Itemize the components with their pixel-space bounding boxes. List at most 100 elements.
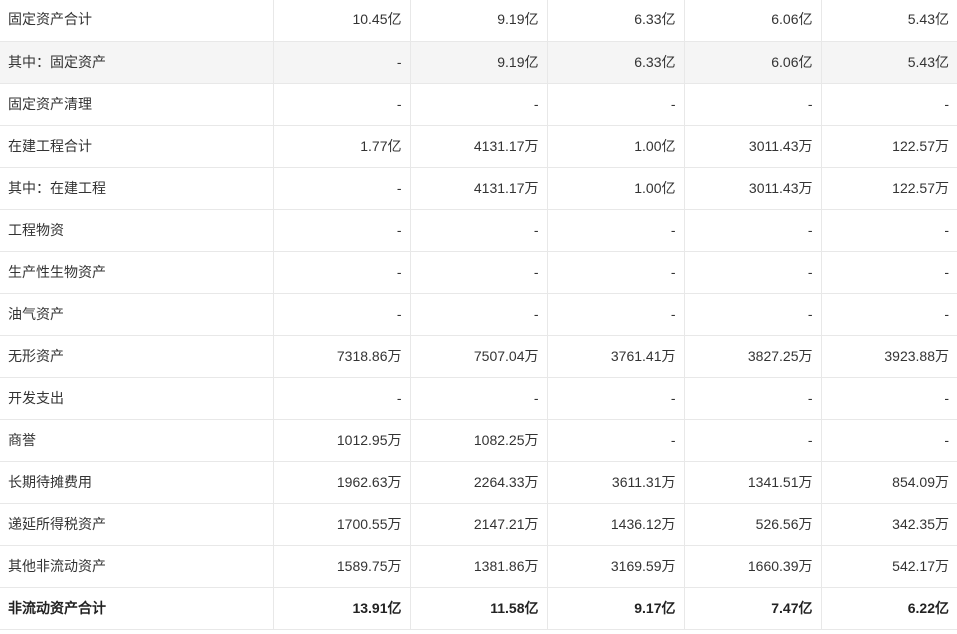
value-cell: 6.33亿 xyxy=(547,41,685,84)
value-cell: - xyxy=(547,83,685,126)
value-cell: - xyxy=(821,83,957,126)
value-cell: 11.58亿 xyxy=(410,587,548,630)
table-row: 递延所得税资产 1700.55万 2147.21万 1436.12万 526.56万 34… xyxy=(0,503,957,546)
value-cell: 3169.59万 xyxy=(547,545,685,588)
value-cell: - xyxy=(273,41,411,84)
value-cell: 122.57万 xyxy=(821,167,957,210)
row-label: 固定资产清理 xyxy=(0,83,274,126)
value-cell: 7.47亿 xyxy=(684,587,822,630)
value-cell: 1660.39万 xyxy=(684,545,822,588)
value-cell: - xyxy=(684,293,822,336)
value-cell: 1082.25万 xyxy=(410,419,548,462)
value-cell: 9.17亿 xyxy=(547,587,685,630)
value-cell: - xyxy=(547,293,685,336)
table-row: 固定资产清理 - - - - - xyxy=(0,83,957,126)
value-cell: 854.09万 xyxy=(821,461,957,504)
row-label: 油气资产 xyxy=(0,293,274,336)
value-cell: 6.33亿 xyxy=(547,0,685,42)
value-cell: - xyxy=(410,209,548,252)
value-cell: 5.43亿 xyxy=(821,0,957,42)
table-row: 其中：在建工程 -4131.17万 1.00亿 3011.43万 122.57万 xyxy=(0,167,957,210)
row-label: 其中：在建工程 xyxy=(0,167,274,210)
value-cell: - xyxy=(821,419,957,462)
value-cell: 10.45亿 xyxy=(273,0,411,42)
value-cell: 1012.95万 xyxy=(273,419,411,462)
value-cell: 3827.25万 xyxy=(684,335,822,378)
value-cell: 3923.88万 xyxy=(821,335,957,378)
value-cell: - xyxy=(410,293,548,336)
value-cell: 1962.63万 xyxy=(273,461,411,504)
value-cell: 9.19亿 xyxy=(410,0,548,42)
value-cell: 6.22亿 xyxy=(821,587,957,630)
value-cell: 4131.17万 xyxy=(410,125,548,168)
value-cell: - xyxy=(273,251,411,294)
value-cell: 5.43亿 xyxy=(821,41,957,84)
row-label: 无形资产 xyxy=(0,335,274,378)
value-cell: 1381.86万 xyxy=(410,545,548,588)
value-cell: 6.06亿 xyxy=(684,0,822,42)
row-label: 固定资产合计 xyxy=(0,0,274,42)
value-cell: 1.77亿 xyxy=(273,125,411,168)
value-cell: 6.06亿 xyxy=(684,41,822,84)
value-cell: - xyxy=(547,251,685,294)
value-cell: 9.19亿 xyxy=(410,41,548,84)
value-cell: 526.56万 xyxy=(684,503,822,546)
table-row: 开发支出 - - - - - xyxy=(0,377,957,420)
value-cell: 3011.43万 xyxy=(684,125,822,168)
table-row: 非流动资产合计 13.91亿 11.58亿 9.17亿 7.47亿 6.22亿 xyxy=(0,587,957,630)
value-cell: - xyxy=(410,377,548,420)
value-cell: 7318.86万 xyxy=(273,335,411,378)
row-label: 工程物资 xyxy=(0,209,274,252)
value-cell: 1700.55万 xyxy=(273,503,411,546)
row-label: 开发支出 xyxy=(0,377,274,420)
value-cell: - xyxy=(821,209,957,252)
row-label: 商誉 xyxy=(0,419,274,462)
value-cell: 2264.33万 xyxy=(410,461,548,504)
row-label: 生产性生物资产 xyxy=(0,251,274,294)
value-cell: 1589.75万 xyxy=(273,545,411,588)
value-cell: 122.57万 xyxy=(821,125,957,168)
row-label: 其中：固定资产 xyxy=(0,41,274,84)
value-cell: 3761.41万 xyxy=(547,335,685,378)
value-cell: - xyxy=(410,251,548,294)
table-row: 工程物资 - - - - - xyxy=(0,209,957,252)
value-cell: 1341.51万 xyxy=(684,461,822,504)
value-cell: - xyxy=(410,83,548,126)
value-cell: - xyxy=(547,209,685,252)
table-row: 无形资产 7318.86万 7507.04万 3761.41万 3827.25万 3923… xyxy=(0,335,957,378)
value-cell: 342.35万 xyxy=(821,503,957,546)
value-cell: - xyxy=(684,209,822,252)
table-row: 其中：固定资产 -9.19亿 6.33亿 6.06亿 5.43亿 xyxy=(0,41,957,84)
value-cell: - xyxy=(684,83,822,126)
value-cell: 1.00亿 xyxy=(547,125,685,168)
value-cell: 3611.31万 xyxy=(547,461,685,504)
value-cell: 4131.17万 xyxy=(410,167,548,210)
value-cell: - xyxy=(547,377,685,420)
table-row: 油气资产 - - - - - xyxy=(0,293,957,336)
value-cell: - xyxy=(547,419,685,462)
row-label: 长期待摊费用 xyxy=(0,461,274,504)
value-cell: 3011.43万 xyxy=(684,167,822,210)
value-cell: 7507.04万 xyxy=(410,335,548,378)
row-label: 递延所得税资产 xyxy=(0,503,274,546)
value-cell: - xyxy=(273,209,411,252)
value-cell: - xyxy=(684,377,822,420)
row-label: 非流动资产合计 xyxy=(0,587,274,630)
table-row: 在建工程合计 1.77亿 4131.17万 1.00亿 3011.43万 122.57万 xyxy=(0,125,957,168)
value-cell: - xyxy=(684,251,822,294)
table-row: 其他非流动资产 1589.75万 1381.86万 3169.59万 1660.39万 5… xyxy=(0,545,957,588)
value-cell: - xyxy=(273,83,411,126)
table-row: 固定资产合计 10.45亿 9.19亿 6.33亿 6.06亿 5.43亿 xyxy=(0,0,957,42)
value-cell: - xyxy=(273,377,411,420)
value-cell: 13.91亿 xyxy=(273,587,411,630)
value-cell: - xyxy=(821,377,957,420)
row-label: 在建工程合计 xyxy=(0,125,274,168)
value-cell: - xyxy=(273,167,411,210)
value-cell: 1.00亿 xyxy=(547,167,685,210)
row-label: 其他非流动资产 xyxy=(0,545,274,588)
table-row: 生产性生物资产 - - - - - xyxy=(0,251,957,294)
value-cell: 1436.12万 xyxy=(547,503,685,546)
value-cell: - xyxy=(821,251,957,294)
